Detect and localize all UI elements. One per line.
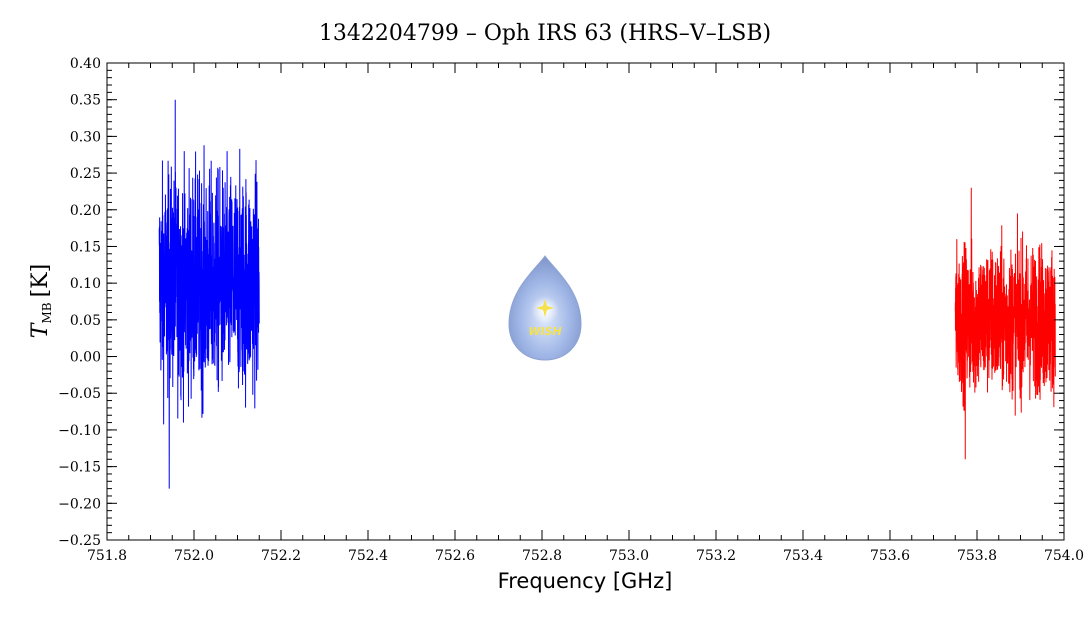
y-tick-label: −0.10 [58,423,101,439]
x-axis-label: Frequency [GHz] [498,569,673,593]
x-tick-label: 754.0 [1044,548,1084,564]
series-line-1 [954,187,1056,460]
y-axis-label: TMB [K] [28,264,54,338]
chart-title: 1342204799 – Oph IRS 63 (HRS–V–LSB) [319,21,771,46]
y-tick-label: −0.05 [58,386,101,402]
y-tick-label: −0.15 [58,460,101,476]
wish-logo: WISH [508,255,582,361]
x-tick-label: 753.8 [957,548,997,564]
x-tick-label: 752.2 [261,548,301,564]
x-tick-label: 752.0 [174,548,214,564]
y-tick-label: 0.35 [70,93,101,109]
series-line-0 [158,99,260,489]
x-tick-label: 753.2 [696,548,736,564]
y-tick-label: 0.05 [70,313,101,329]
logo-text: WISH [528,325,561,338]
y-tick-label: 0.15 [70,239,101,255]
y-tick-label: 0.10 [70,276,101,292]
y-axis-label-main: T [28,321,53,338]
y-axis-label-unit: [K] [28,264,53,298]
y-axis: 0.40 0.35 0.30 0.25 0.20 0.15 0.10 0.05 0.00 −0.0… [58,56,1064,549]
series-layer [158,99,1056,489]
y-tick-label: 0.25 [70,166,101,182]
y-tick-label: −0.25 [58,533,101,549]
y-axis-label-sub: MB [40,302,54,323]
y-tick-label: 0.30 [70,129,101,145]
y-tick-label: 0.20 [70,203,101,219]
x-tick-label: 752.6 [435,548,475,564]
x-tick-label: 752.4 [348,548,388,564]
y-tick-label: 0.40 [70,56,101,72]
svg-text:TMB[K]: TMB [K] [28,264,54,338]
x-tick-label: 753.0 [609,548,649,564]
x-axis: 751.8 752.0 752.2 752.4 752.6 752.8 753.0 753.2… [87,63,1084,564]
star-icon [536,299,554,317]
x-tick-label: 753.6 [870,548,910,564]
y-tick-label: 0.00 [70,350,101,366]
y-tick-label: −0.20 [58,496,101,512]
x-tick-label: 752.8 [522,548,562,564]
x-tick-label: 753.4 [783,548,823,564]
x-tick-label: 751.8 [87,548,127,564]
